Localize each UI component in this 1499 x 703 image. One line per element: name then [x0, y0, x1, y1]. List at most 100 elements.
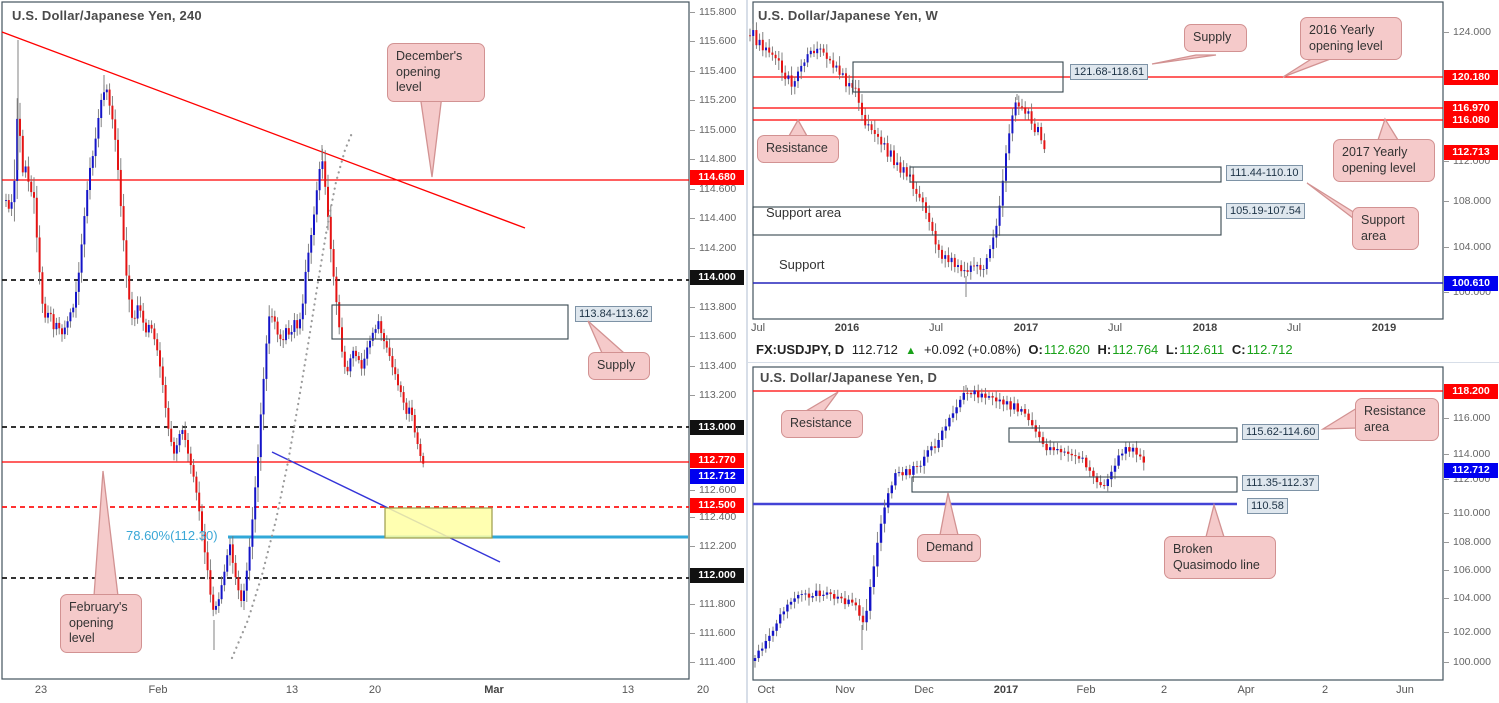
weekly-callout-tail-1 — [1282, 57, 1334, 78]
h4-y-axis-label: 114.200 — [690, 241, 736, 255]
h4-x-axis-label: Feb — [148, 684, 168, 696]
h4-callout-0[interactable]: December's opening level — [387, 43, 485, 102]
weekly-y-axis-label: 108.000 — [1444, 194, 1491, 208]
h4-callout-1[interactable]: Supply — [588, 352, 650, 380]
h4-x-axis-label: 23 — [34, 684, 48, 696]
daily-zone-box-1[interactable] — [911, 476, 1238, 493]
daily-y-axis-label: 116.000 — [1444, 411, 1490, 425]
weekly-zone-box-2[interactable] — [752, 206, 1222, 236]
weekly-zone-box-1[interactable] — [909, 166, 1222, 183]
ticker-open-value: 112.620 — [1043, 342, 1090, 357]
daily-callout-1[interactable]: Resistance area — [1355, 398, 1439, 442]
weekly-text-label-1: Support — [779, 257, 825, 272]
h4-callout-tail-2 — [93, 470, 119, 597]
daily-range-label-2[interactable]: 110.58 — [1247, 498, 1288, 514]
daily-y-axis-label: 110.000 — [1444, 506, 1490, 520]
h4-price-badge-113.000: 113.000 — [690, 420, 744, 435]
daily-y-axis-label: 108.000 — [1444, 535, 1491, 549]
weekly-y-axis-label: 104.000 — [1444, 240, 1491, 254]
chart-panel-daily[interactable]: U.S. Dollar/Japanese Yen, D 116.000 114.0… — [748, 363, 1499, 703]
daily-x-axis-label: Dec — [914, 684, 934, 696]
daily-zone-box-0[interactable] — [1008, 427, 1238, 443]
h4-y-axis-label: 112.400 — [690, 510, 736, 524]
h4-y-axis-label: 115.000 — [690, 123, 736, 137]
h4-x-axis-label: 20 — [696, 684, 710, 696]
h4-plot-frame — [1, 1, 690, 680]
h4-price-badge-112.000: 112.000 — [690, 568, 744, 583]
weekly-x-axis-label: Jul — [1286, 322, 1302, 334]
daily-callout-tails — [803, 391, 1358, 538]
weekly-callout-tails — [787, 54, 1400, 229]
h4-price-badge-112.500: 112.500 — [690, 498, 744, 513]
h4-y-axis-label: 115.600 — [690, 34, 736, 48]
daily-callout-3[interactable]: Broken Quasimodo line — [1164, 536, 1276, 580]
daily-x-axis-label: 2 — [1321, 684, 1329, 696]
weekly-x-axis-label: 2017 — [1013, 322, 1039, 334]
h4-price-badge-114.680: 114.680 — [690, 170, 744, 185]
weekly-price-badge-116.080: 116.080 — [1444, 113, 1498, 128]
h4-drawing-line-8[interactable] — [271, 451, 501, 563]
h4-price-badge-112.770: 112.770 — [690, 453, 744, 468]
h4-y-axis-label: 111.400 — [690, 655, 735, 669]
daily-y-axis-label: 106.000 — [1444, 563, 1491, 577]
h4-y-axis-label: 112.600 — [690, 483, 736, 497]
daily-range-label-0[interactable]: 115.62-114.60 — [1242, 424, 1320, 440]
h4-y-axis-label: 115.800 — [690, 5, 736, 19]
chart-panel-weekly[interactable]: U.S. Dollar/Japanese Yen, W 124.000 112.0… — [748, 0, 1499, 338]
h4-y-axis-label: 114.600 — [690, 182, 736, 196]
h4-y-axis-label: 113.400 — [690, 359, 736, 373]
weekly-price-badge-112.713: 112.713 — [1444, 145, 1498, 160]
weekly-price-badge-116.970: 116.970 — [1444, 101, 1498, 116]
daily-plot-frame — [752, 366, 1444, 681]
h4-y-axis-label: 113.200 — [690, 388, 736, 402]
daily-callout-0[interactable]: Resistance — [781, 410, 863, 438]
h4-y-axis-label: 113.600 — [690, 329, 736, 343]
daily-callout-2[interactable]: Demand — [917, 534, 981, 562]
daily-x-axis-label: Apr — [1237, 684, 1255, 696]
chart-panel-240min[interactable]: U.S. Dollar/Japanese Yen, 240 115.800 115… — [0, 0, 746, 703]
weekly-callout-4[interactable]: Support area — [1352, 207, 1419, 251]
weekly-callout-0[interactable]: Supply — [1184, 24, 1247, 52]
weekly-zone-box-0[interactable] — [852, 61, 1064, 93]
weekly-range-label-0[interactable]: 121.68-118.61 — [1070, 64, 1149, 80]
h4-zone-box-0[interactable] — [331, 304, 569, 340]
ticker-close-value: 112.712 — [1246, 342, 1293, 357]
weekly-price-badge-100.610: 100.610 — [1444, 276, 1498, 291]
daily-range-label-1[interactable]: 111.35-112.37 — [1242, 475, 1319, 491]
weekly-callout-3[interactable]: 2017 Yearly opening level — [1333, 139, 1435, 183]
weekly-text-label-0: Support area — [766, 205, 842, 220]
chart-title-weekly: U.S. Dollar/Japanese Yen, W — [758, 8, 939, 23]
ticker-low-key: L: — [1165, 342, 1179, 357]
daily-x-axis-label: 2017 — [993, 684, 1019, 696]
daily-x-axis-label: Jun — [1396, 684, 1414, 696]
ticker-low-value: 112.611 — [1179, 342, 1225, 357]
weekly-callout-1[interactable]: 2016 Yearly opening level — [1300, 17, 1402, 61]
h4-callout-2[interactable]: February's opening level — [60, 594, 142, 653]
weekly-callout-2[interactable]: Resistance — [757, 135, 839, 163]
weekly-range-label-1[interactable]: 111.44-110.10 — [1226, 165, 1303, 181]
h4-y-axis-label: 115.200 — [690, 93, 736, 107]
daily-callout-tail-3 — [1205, 502, 1225, 538]
h4-range-label-0[interactable]: 113.84-113.62 — [575, 306, 653, 322]
daily-callout-tail-1 — [1320, 406, 1358, 430]
h4-y-axis-label: 114.800 — [690, 152, 736, 166]
daily-candlestick-series — [753, 384, 1145, 668]
weekly-x-axis-label: Jul — [928, 322, 944, 334]
h4-price-badge-114.000: 114.000 — [690, 270, 744, 285]
daily-y-axis-label: 102.000 — [1444, 625, 1491, 639]
daily-price-badge-112.712: 112.712 — [1444, 463, 1498, 478]
daily-x-axis-label: Oct — [757, 684, 775, 696]
h4-highlight-box-0[interactable] — [384, 507, 493, 539]
h4-drawing-line-0[interactable] — [1, 31, 526, 229]
symbol-info-bar[interactable]: FX:USDJPY, D 112.712 ▲ +0.092 (+0.08%) O… — [748, 338, 1499, 362]
weekly-range-label-2[interactable]: 105.19-107.54 — [1226, 203, 1305, 219]
h4-callout-tail-0 — [419, 94, 443, 178]
daily-y-axis-label: 104.000 — [1444, 591, 1491, 605]
up-arrow-icon: ▲ — [905, 345, 917, 357]
h4-y-axis-label: 111.800 — [690, 597, 735, 611]
h4-y-axis-label: 114.400 — [690, 211, 736, 225]
weekly-callout-tail-0 — [1151, 54, 1217, 65]
h4-dotted-curve[interactable] — [230, 131, 354, 660]
chart-title-240: U.S. Dollar/Japanese Yen, 240 — [12, 8, 202, 23]
